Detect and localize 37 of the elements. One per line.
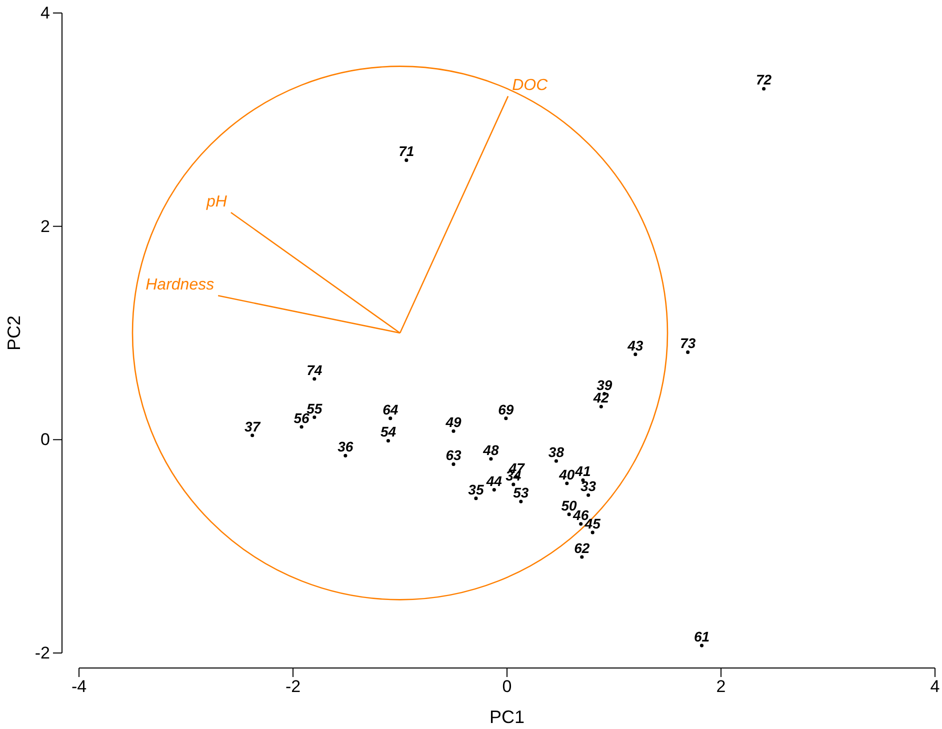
annotation: 63 [446, 447, 462, 464]
annotation: 61 [694, 628, 710, 645]
annotation: 69 [498, 401, 514, 418]
annotation: 48 [482, 442, 499, 458]
y-tick-label: 2 [40, 216, 50, 236]
x-tick-label: -2 [285, 677, 301, 696]
annotation: 40 [558, 466, 575, 482]
x-tick-label: -4 [71, 677, 87, 696]
x-axis-title: PC1 [489, 707, 525, 727]
annotation: 74 [306, 362, 322, 378]
annotation: 38 [548, 444, 564, 460]
annotation: 37 [244, 418, 262, 434]
annotation: 41 [574, 463, 591, 480]
y-tick-label: -2 [34, 643, 50, 662]
annotation: 49 [444, 414, 462, 430]
x-tick-label: 4 [930, 677, 940, 696]
annotation: 44 [485, 472, 502, 489]
annotation: 33 [580, 478, 596, 494]
y-tick-label: 0 [40, 430, 50, 450]
annotation: 73 [680, 335, 696, 352]
x-tick-label: 2 [716, 677, 726, 696]
annotation: 35 [468, 481, 484, 498]
annotation: 53 [513, 484, 529, 501]
annotation: 62 [574, 540, 590, 556]
annotation: 39 [596, 376, 612, 393]
annotation: 71 [398, 143, 414, 160]
y-axis-title: PC2 [4, 315, 24, 351]
x-tick-label: 0 [502, 677, 512, 696]
series-label: Hardness [146, 276, 214, 294]
y-tick-label: 4 [40, 3, 50, 22]
series-label: pH [205, 193, 228, 210]
annotation: 36 [338, 438, 354, 455]
annotation: 72 [756, 72, 772, 88]
annotation: 64 [382, 401, 398, 418]
annotation: 54 [380, 424, 396, 440]
series-label: DOC [512, 77, 548, 94]
annotation: 43 [626, 337, 644, 354]
